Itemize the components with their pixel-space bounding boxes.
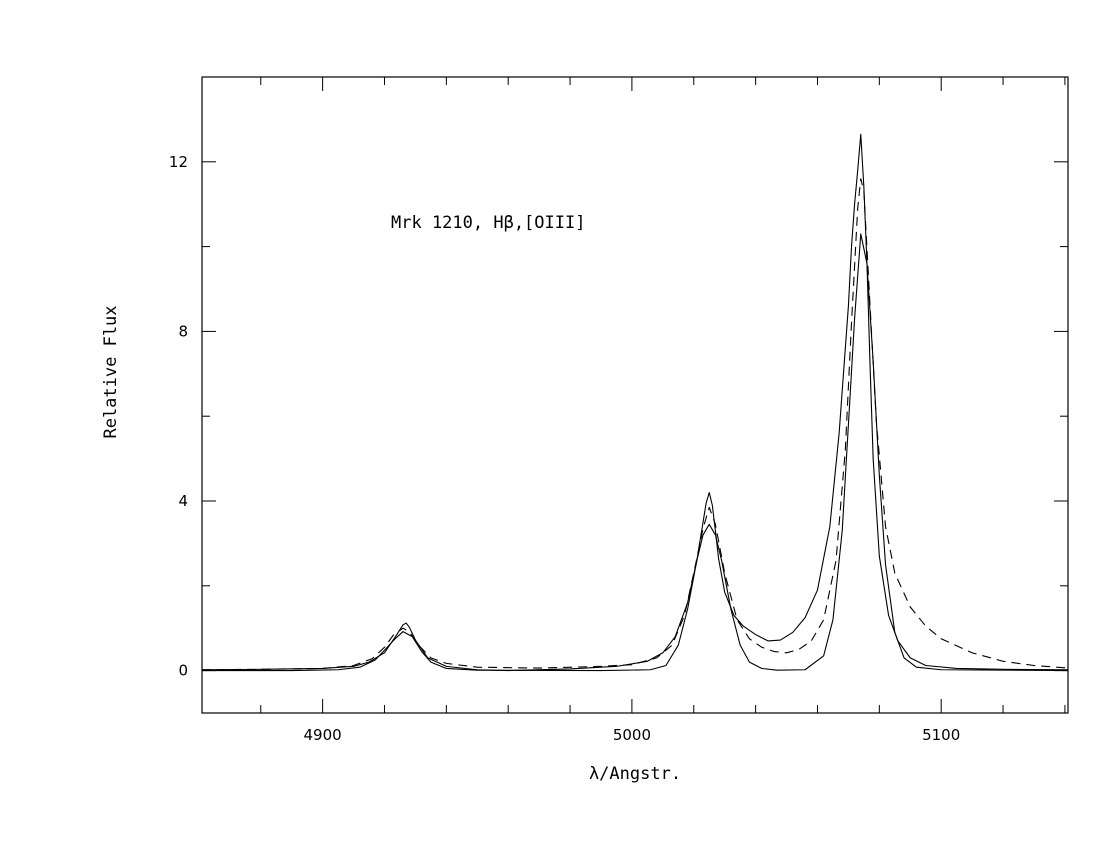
series-line-1 [201, 133, 1069, 672]
series-line-2 [201, 178, 1069, 671]
tick-labels: 4900 5000 5100 0 4 8 12 [169, 153, 960, 744]
y-tick-label: 4 [178, 492, 188, 510]
x-tick-label: 5100 [922, 726, 960, 744]
series-group [201, 133, 1069, 672]
plot-frame [201, 76, 1069, 714]
y-axis-title: Relative Flux [101, 305, 121, 438]
x-tick-label: 4900 [304, 726, 342, 744]
series-line-3 [202, 233, 1069, 672]
chart-annotation: Mrk 1210, Hβ,[OIII] [391, 213, 585, 233]
y-tick-label: 8 [178, 322, 188, 340]
x-tick-label: 5000 [613, 726, 651, 744]
y-tick-label: 0 [178, 662, 188, 680]
x-axis-title: λ/Angstr. [589, 764, 681, 784]
axis-ticks [202, 76, 1068, 713]
y-tick-label: 12 [169, 153, 188, 171]
